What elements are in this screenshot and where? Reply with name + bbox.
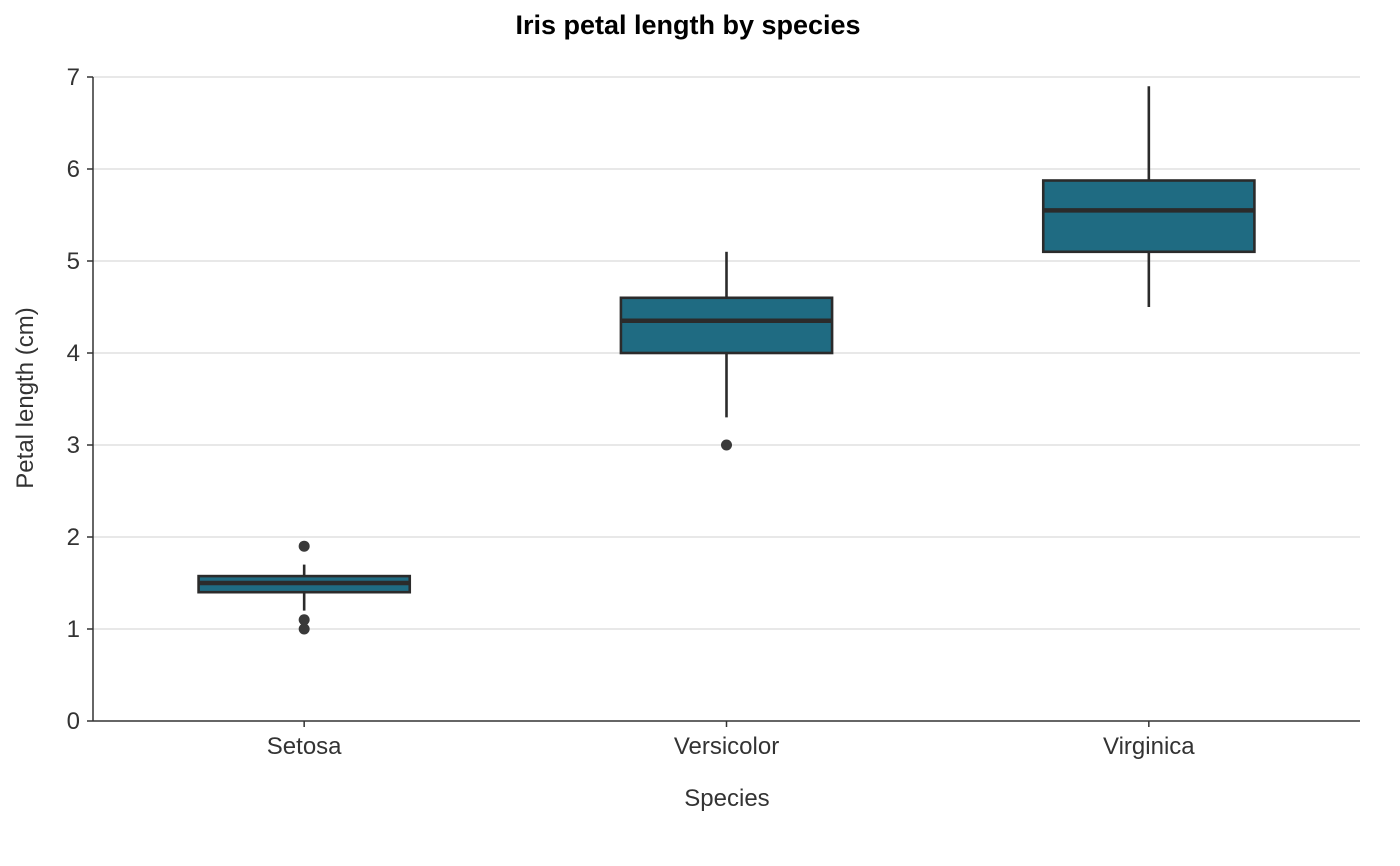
y-axis-label: Petal length (cm) [12, 307, 39, 488]
chart-title: Iris petal length by species [515, 10, 860, 40]
outlier-point [721, 439, 732, 451]
y-tick-label: 7 [67, 64, 80, 91]
box-versicolor [619, 251, 834, 451]
y-tick-label: 2 [67, 524, 80, 551]
boxes [197, 86, 1256, 635]
y-tick-label: 1 [67, 616, 80, 643]
x-axis-label: Species [684, 785, 769, 812]
x-tick-label: Virginica [1103, 733, 1195, 760]
outlier-point [298, 623, 310, 635]
axes [87, 76, 1360, 727]
y-tick-label: 0 [67, 708, 80, 735]
tick-labels: 0 1 2 3 4 5 6 7 Setosa Versicolor Virginica [67, 64, 1196, 760]
outlier-point [298, 614, 310, 626]
box-virginica [1041, 86, 1256, 307]
y-tick-label: 6 [67, 156, 80, 183]
iqr-box [1041, 179, 1256, 254]
iqr-box [619, 296, 834, 355]
x-tick-label: Setosa [267, 733, 342, 760]
y-tick-label: 3 [67, 432, 80, 459]
x-tick-label: Versicolor [674, 733, 779, 760]
outlier-point [298, 540, 310, 552]
y-tick-label: 4 [67, 340, 80, 367]
box-setosa [197, 540, 412, 635]
y-tick-label: 5 [67, 248, 80, 275]
